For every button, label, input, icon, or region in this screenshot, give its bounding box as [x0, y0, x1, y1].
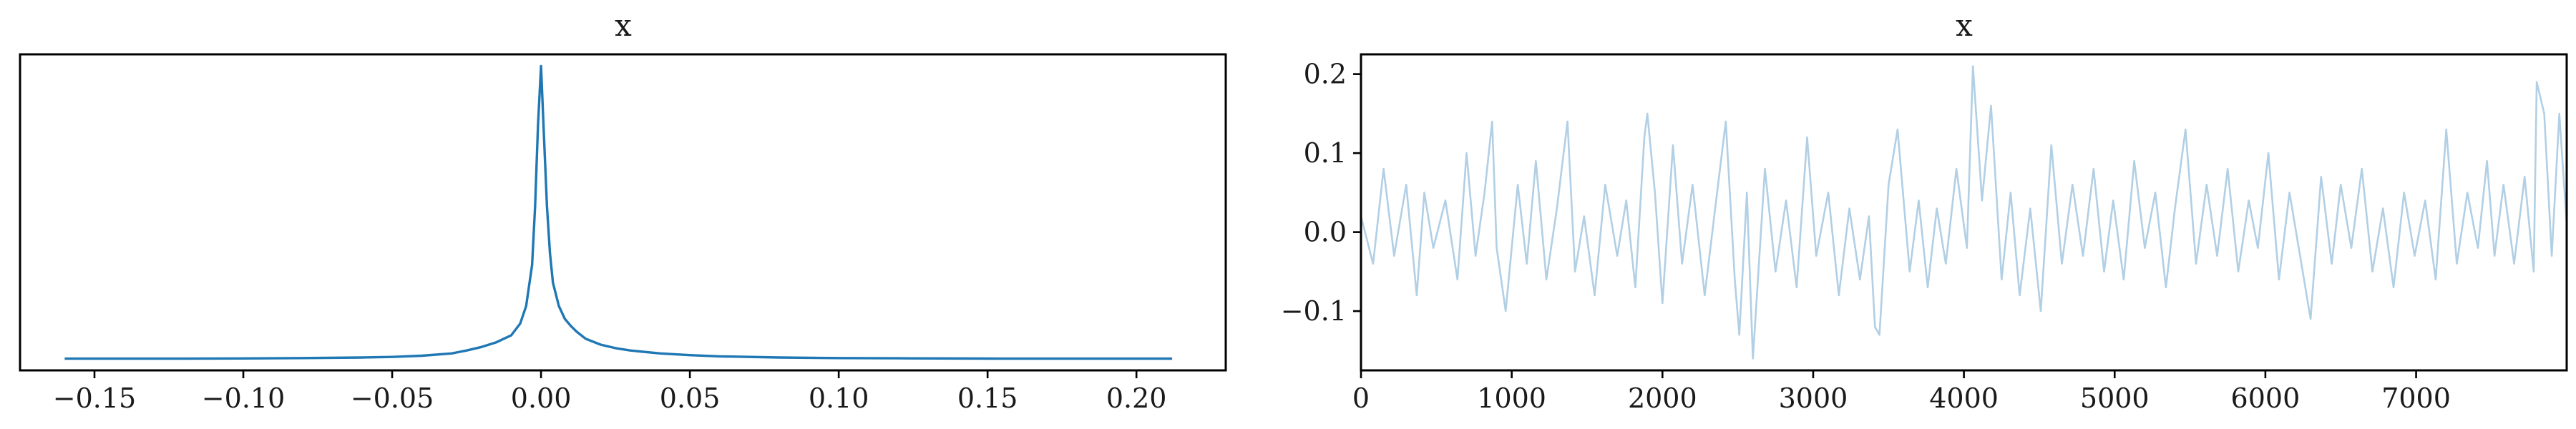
density-plot-frame — [19, 53, 1227, 372]
trace-plot-series-line — [1360, 65, 2568, 360]
density-plot-panel: x −0.15 −0.10 −0.05 0.00 0.05 0.10 0.15 0.20 — [19, 8, 1227, 414]
trace-plot-x-tick-label: 0 — [1352, 383, 1370, 414]
density-plot-x-axis: −0.15 −0.10 −0.05 0.00 0.05 0.10 0.15 0.20 — [53, 370, 1167, 414]
trace-plot-y-tick-label: 0.0 — [1304, 217, 1347, 248]
density-plot-x-tick-label: −0.10 — [202, 383, 285, 414]
density-plot-x-tick-label: −0.15 — [53, 383, 136, 414]
trace-plot-y-tick-label: −0.1 — [1281, 295, 1347, 327]
trace-plot-x-tick-label: 7000 — [2381, 383, 2451, 414]
density-plot-title: x — [615, 8, 632, 43]
trace-plot-y-tick-label: 0.2 — [1304, 59, 1347, 90]
density-plot-x-tick-label: 0.10 — [809, 383, 869, 414]
trace-plot-x-tick-label: 1000 — [1477, 383, 1546, 414]
trace-plot-x-tick-label: 6000 — [2231, 383, 2301, 414]
density-plot-x-tick-label: 0.20 — [1106, 383, 1167, 414]
trace-plot-x-tick-label: 5000 — [2080, 383, 2150, 414]
density-plot-marks — [64, 64, 1173, 360]
density-plot-series-line — [64, 64, 1173, 360]
trace-plot-frame — [1360, 53, 2568, 372]
trace-plot-y-axis: −0.1 0.0 0.1 0.2 — [1281, 59, 1361, 327]
trace-plot-x-axis: 0 1000 2000 3000 4000 5000 6000 7000 — [1352, 370, 2451, 414]
density-plot-x-tick-label: 0.00 — [511, 383, 572, 414]
density-plot-x-tick-label: −0.05 — [351, 383, 434, 414]
density-plot-x-tick-label: 0.05 — [660, 383, 721, 414]
trace-plot-y-tick-label: 0.1 — [1304, 137, 1347, 169]
trace-plot-panel: x 0 1000 2000 3000 4000 5000 6000 7000 −0.1 0.0 0… — [1281, 8, 2568, 414]
trace-plot-x-tick-label: 4000 — [1929, 383, 1999, 414]
trace-plot-marks — [1360, 65, 2568, 360]
trace-plot-x-tick-label: 2000 — [1628, 383, 1697, 414]
trace-plot-title: x — [1956, 8, 1973, 43]
trace-plot-x-tick-label: 3000 — [1779, 383, 1848, 414]
density-plot-x-tick-label: 0.15 — [957, 383, 1018, 414]
